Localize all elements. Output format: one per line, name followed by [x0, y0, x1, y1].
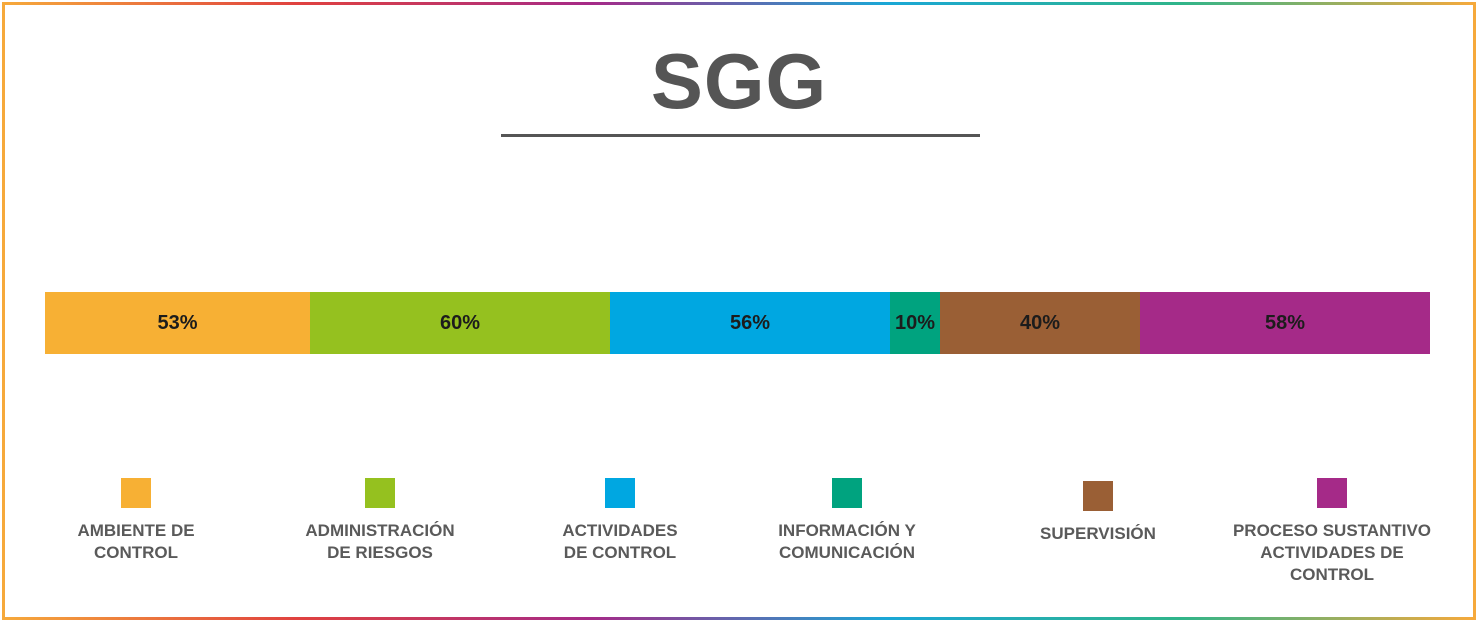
title-underline — [501, 134, 980, 137]
bar-segment: 53% — [45, 292, 310, 354]
legend-swatch — [121, 478, 151, 508]
bar-segment: 56% — [610, 292, 890, 354]
data-label: 10% — [894, 311, 936, 334]
data-label: 40% — [1019, 311, 1061, 334]
data-label: 53% — [157, 311, 198, 334]
legend-label: ADMINISTRACIÓN DE RIESGOS — [305, 521, 455, 562]
legend-item: INFORMACIÓN Y COMUNICACIÓN — [722, 478, 972, 564]
chart-title: SGG — [650, 37, 828, 125]
legend-swatch — [365, 478, 395, 508]
legend-label: AMBIENTE DE CONTROL — [77, 521, 195, 562]
bar-segment: 10% — [890, 292, 940, 354]
legend-item: AMBIENTE DE CONTROL — [11, 478, 261, 564]
data-label: 56% — [729, 311, 771, 334]
legend-item: SUPERVISIÓN — [973, 481, 1223, 545]
data-label: 58% — [1264, 311, 1306, 334]
legend-swatch — [1317, 478, 1347, 508]
legend-swatch — [605, 478, 635, 508]
bar-segment: 60% — [310, 292, 610, 354]
legend-label: ACTIVIDADES DE CONTROL — [562, 521, 678, 562]
bar-segment: 40% — [940, 292, 1140, 354]
bar-segment: 58% — [1140, 292, 1430, 354]
legend-swatch — [832, 478, 862, 508]
legend-label: SUPERVISIÓN — [1040, 524, 1156, 543]
legend-swatch — [1083, 481, 1113, 511]
legend-item: ACTIVIDADES DE CONTROL — [495, 478, 745, 564]
legend-item: ADMINISTRACIÓN DE RIESGOS — [255, 478, 505, 564]
legend-label: PROCESO SUSTANTIVO ACTIVIDADES DE CONTRO… — [1232, 521, 1432, 584]
legend-item: PROCESO SUSTANTIVO ACTIVIDADES DE CONTRO… — [1207, 478, 1457, 586]
legend-label: INFORMACIÓN Y COMUNICACIÓN — [778, 521, 916, 562]
stacked-bar: 53% 60% 56% 10% 40% 58% — [45, 292, 1430, 354]
data-label: 60% — [439, 311, 481, 334]
